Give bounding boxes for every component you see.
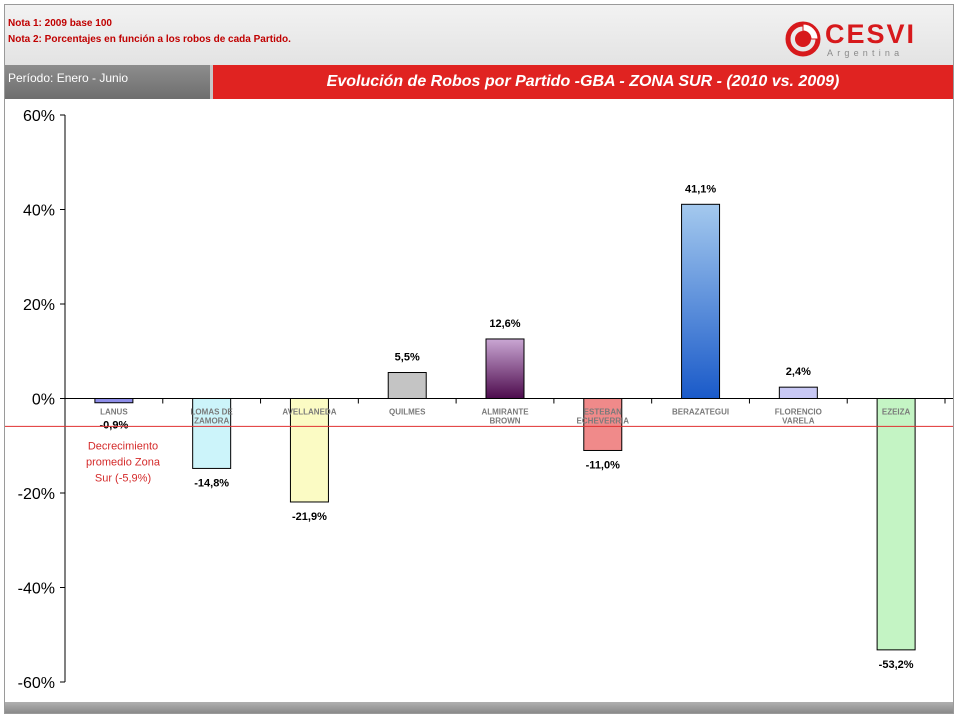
period-box: Período: Enero - Junio xyxy=(5,65,213,99)
average-label: promedio Zona xyxy=(86,456,161,468)
y-tick-label: 20% xyxy=(23,297,55,314)
value-label: -53,2% xyxy=(879,659,914,671)
average-label: Decrecimiento xyxy=(88,440,158,452)
average-label: Sur (-5,9%) xyxy=(95,472,151,484)
chart-title-zone: -GBA - ZONA SUR - (2010 vs. 2009) xyxy=(570,73,840,90)
category-label: LOMAS DE xyxy=(191,408,234,417)
cesvi-logo: CESVI Argentina xyxy=(785,15,925,61)
value-label: 2,4% xyxy=(786,366,811,378)
category-label: QUILMES xyxy=(389,408,426,417)
bar-chart: 60% 40% 20% 0% -20% -40% -60% LANUS LOMAS DEZAMO… xyxy=(5,108,953,692)
category-label: VARELA xyxy=(782,417,815,426)
category-label: EZEIZA xyxy=(882,408,911,417)
value-label: -21,9% xyxy=(292,511,327,523)
value-label: 12,6% xyxy=(489,318,520,330)
cesvi-logo-icon xyxy=(785,21,821,57)
y-tick-label: 0% xyxy=(32,392,55,409)
y-tick-label: -60% xyxy=(18,675,55,692)
slide: Nota 1: 2009 base 100 Nota 2: Porcentaje… xyxy=(4,4,954,714)
footer-bar xyxy=(5,702,953,713)
y-tick-label: -40% xyxy=(18,581,55,598)
value-label: 41,1% xyxy=(685,183,716,195)
chart-title-main: Evolución de Robos por Partido xyxy=(326,73,571,90)
y-tick-label: 60% xyxy=(23,108,55,125)
value-label: 5,5% xyxy=(395,352,420,364)
value-label: -0,9% xyxy=(100,420,129,432)
category-label: ALMIRANTE xyxy=(481,408,529,417)
note-2: Nota 2: Porcentajes en función a los rob… xyxy=(8,34,291,45)
category-label: AVELLANEDA xyxy=(282,408,336,417)
category-label: ESTEBAN xyxy=(584,408,622,417)
note-1: Nota 1: 2009 base 100 xyxy=(8,18,112,29)
period-label: Período: Enero - Junio xyxy=(8,71,129,85)
bar xyxy=(876,398,916,651)
value-label: -11,0% xyxy=(586,459,620,471)
title-band: Evolución de Robos por Partido -GBA - ZO… xyxy=(213,65,953,99)
bar xyxy=(778,386,818,400)
category-label: LANUS xyxy=(100,408,128,417)
chart-title: Evolución de Robos por Partido -GBA - ZO… xyxy=(213,73,953,91)
value-label: -14,8% xyxy=(194,477,229,489)
category-label: BERAZATEGUI xyxy=(672,408,729,417)
logo-sub: Argentina xyxy=(827,48,904,58)
bar xyxy=(387,372,427,400)
bar xyxy=(192,398,232,469)
category-label: ZAMORA xyxy=(194,417,229,426)
bar xyxy=(94,398,134,404)
bar xyxy=(485,338,525,399)
y-tick-label: -20% xyxy=(18,486,55,503)
logo-brand: CESVI xyxy=(825,19,917,49)
bar xyxy=(289,398,329,503)
bar xyxy=(681,203,721,399)
bar xyxy=(583,398,623,451)
category-label: FLORENCIO xyxy=(775,408,822,417)
category-label: BROWN xyxy=(489,417,520,426)
y-tick-label: 40% xyxy=(23,203,55,220)
category-label: ECHEVERRIA xyxy=(577,417,630,426)
header-band: Nota 1: 2009 base 100 Nota 2: Porcentaje… xyxy=(5,5,953,65)
